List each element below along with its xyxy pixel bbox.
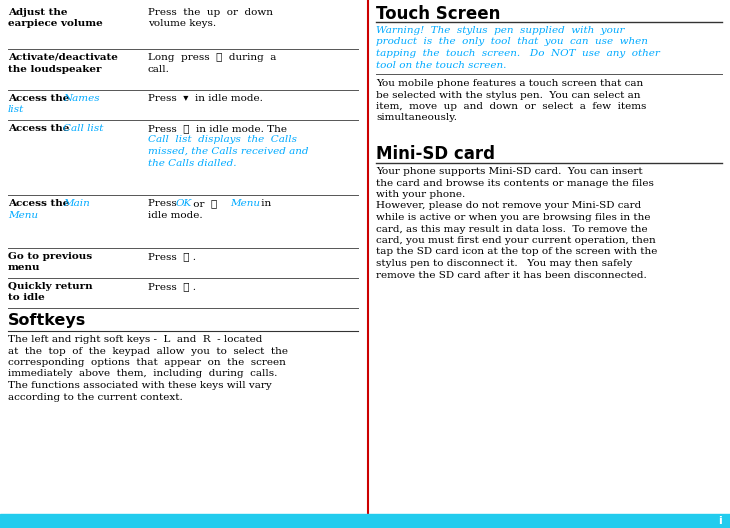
Text: Activate/deactivate: Activate/deactivate xyxy=(8,53,118,62)
Text: Go to previous: Go to previous xyxy=(8,252,92,261)
Text: item,  move  up  and  down  or  select  a  few  items: item, move up and down or select a few i… xyxy=(376,102,646,111)
Text: Softkeys: Softkeys xyxy=(8,313,86,328)
Text: volume keys.: volume keys. xyxy=(148,20,216,29)
Text: with your phone.: with your phone. xyxy=(376,190,465,199)
Text: Quickly return: Quickly return xyxy=(8,282,93,291)
Text: The functions associated with these keys will vary: The functions associated with these keys… xyxy=(8,381,272,390)
Text: or  ⓕ: or ⓕ xyxy=(190,199,227,208)
Text: in: in xyxy=(258,199,272,208)
Text: the Calls dialled.: the Calls dialled. xyxy=(148,158,237,167)
Text: list: list xyxy=(8,106,24,115)
Text: remove the SD card after it has been disconnected.: remove the SD card after it has been dis… xyxy=(376,270,647,279)
Text: i: i xyxy=(718,516,722,526)
Text: tool on the touch screen.: tool on the touch screen. xyxy=(376,61,507,70)
Text: Press  ⓘ  in idle mode. The: Press ⓘ in idle mode. The xyxy=(148,124,287,133)
Text: simultaneously.: simultaneously. xyxy=(376,114,457,122)
Text: stylus pen to disconnect it.   You may then safely: stylus pen to disconnect it. You may the… xyxy=(376,259,632,268)
Text: Your phone supports Mini-SD card.  You can insert: Your phone supports Mini-SD card. You ca… xyxy=(376,167,642,176)
Text: call.: call. xyxy=(148,64,170,73)
Text: the card and browse its contents or manage the files: the card and browse its contents or mana… xyxy=(376,178,654,187)
Text: card, as this may result in data loss.  To remove the: card, as this may result in data loss. T… xyxy=(376,224,648,233)
Text: Press  the  up  or  down: Press the up or down xyxy=(148,8,273,17)
Text: corresponding  options  that  appear  on  the  screen: corresponding options that appear on the… xyxy=(8,358,286,367)
Text: Main: Main xyxy=(63,199,90,208)
Text: Access the: Access the xyxy=(8,94,73,103)
Text: tapping  the  touch  screen.   Do  NOT  use  any  other: tapping the touch screen. Do NOT use any… xyxy=(376,49,660,58)
Text: Names: Names xyxy=(63,94,99,103)
Text: Touch Screen: Touch Screen xyxy=(376,5,500,23)
Text: while is active or when you are browsing files in the: while is active or when you are browsing… xyxy=(376,213,650,222)
Text: The left and right soft keys -  L  and  R  - located: The left and right soft keys - L and R -… xyxy=(8,335,262,344)
Text: Call  list  displays  the  Calls: Call list displays the Calls xyxy=(148,136,297,145)
Text: at  the  top  of  the  keypad  allow  you  to  select  the: at the top of the keypad allow you to se… xyxy=(8,346,288,355)
Text: Access the: Access the xyxy=(8,124,73,133)
Text: tap the SD card icon at the top of the screen with the: tap the SD card icon at the top of the s… xyxy=(376,248,658,257)
Text: Adjust the: Adjust the xyxy=(8,8,67,17)
Text: Warning!  The  stylus  pen  supplied  with  your: Warning! The stylus pen supplied with yo… xyxy=(376,26,624,35)
Text: Mini-SD card: Mini-SD card xyxy=(376,145,495,163)
Text: OK: OK xyxy=(176,199,192,208)
Text: Press: Press xyxy=(148,199,180,208)
Text: missed, the Calls received and: missed, the Calls received and xyxy=(148,147,309,156)
Text: You mobile phone features a touch screen that can: You mobile phone features a touch screen… xyxy=(376,79,643,88)
Text: earpiece volume: earpiece volume xyxy=(8,20,103,29)
Text: product  is  the  only  tool  that  you  can  use  when: product is the only tool that you can us… xyxy=(376,37,648,46)
Text: idle mode.: idle mode. xyxy=(148,211,203,220)
Text: Menu: Menu xyxy=(230,199,260,208)
Text: However, please do not remove your Mini-SD card: However, please do not remove your Mini-… xyxy=(376,202,641,211)
Text: to idle: to idle xyxy=(8,294,45,303)
Text: card, you must first end your current operation, then: card, you must first end your current op… xyxy=(376,236,656,245)
Text: menu: menu xyxy=(8,263,40,272)
Text: the loudspeaker: the loudspeaker xyxy=(8,64,101,73)
Text: Press  ⓙ .: Press ⓙ . xyxy=(148,282,196,291)
Text: Menu: Menu xyxy=(8,211,38,220)
Text: Press  ▾  in idle mode.: Press ▾ in idle mode. xyxy=(148,94,263,103)
Text: Access the: Access the xyxy=(8,199,73,208)
Text: Press  ⓕ .: Press ⓕ . xyxy=(148,252,196,261)
Bar xyxy=(0,514,730,528)
Text: be selected with the stylus pen.  You can select an: be selected with the stylus pen. You can… xyxy=(376,90,640,99)
Text: immediately  above  them,  including  during  calls.: immediately above them, including during… xyxy=(8,370,277,379)
Text: Call list: Call list xyxy=(63,124,104,133)
Text: Long  press  ⓘ  during  a: Long press ⓘ during a xyxy=(148,53,277,62)
Text: according to the current context.: according to the current context. xyxy=(8,392,182,401)
